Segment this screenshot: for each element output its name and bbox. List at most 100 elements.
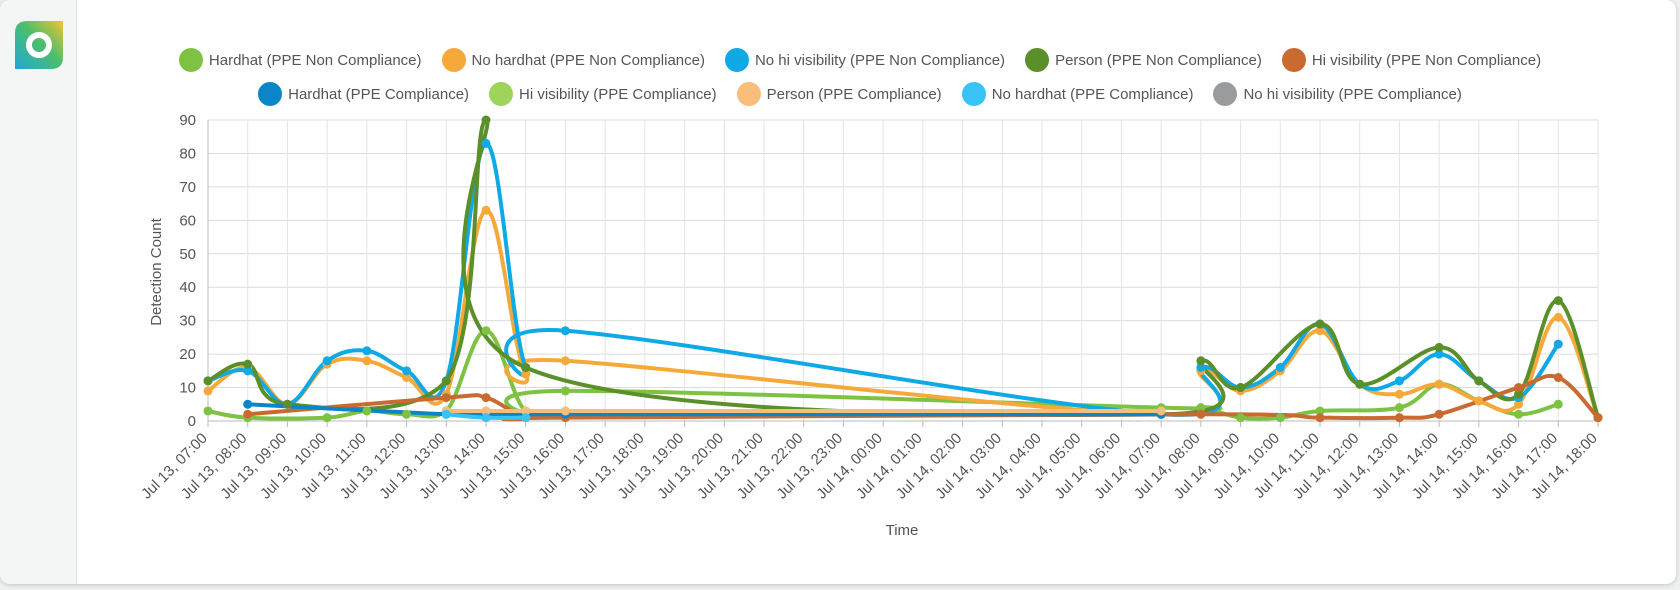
y-tick-label: 0 [188,413,196,430]
data-point-person-ppe-non-compliance[interactable] [1474,376,1484,386]
data-point-no-hi-visibility-ppe-non-compliance[interactable] [1394,376,1404,386]
legend-item-hardhat-ppe-compliance[interactable]: Hardhat (PPE Compliance) [258,82,469,106]
data-point-person-ppe-non-compliance[interactable] [243,359,253,369]
legend-item-no-hi-visibility-ppe-compliance[interactable]: No hi visibility (PPE Compliance) [1213,82,1462,106]
legend-item-no-hardhat-ppe-non-compliance[interactable]: No hardhat (PPE Non Compliance) [441,48,705,72]
legend-item-person-ppe-compliance[interactable]: Person (PPE Compliance) [736,82,942,106]
data-point-no-hi-visibility-ppe-non-compliance[interactable] [1275,362,1285,372]
data-point-hardhat-ppe-non-compliance[interactable] [1275,413,1285,423]
legend-item-hi-visibility-ppe-compliance[interactable]: Hi visibility (PPE Compliance) [489,82,717,106]
data-point-no-hi-visibility-ppe-non-compliance[interactable] [560,326,570,336]
data-point-no-hardhat-ppe-non-compliance[interactable] [1474,396,1484,406]
legend-swatch [441,48,466,72]
legend-label: No hi visibility (PPE Compliance) [1243,85,1462,103]
legend-swatch [178,48,203,72]
y-tick-label: 20 [179,346,196,363]
data-point-no-hardhat-ppe-non-compliance[interactable] [1514,399,1524,409]
legend-swatch [1213,82,1238,106]
data-point-hardhat-ppe-compliance[interactable] [243,399,253,409]
data-point-hardhat-ppe-non-compliance[interactable] [402,409,412,419]
data-point-person-ppe-non-compliance[interactable] [481,115,491,125]
data-point-hardhat-ppe-non-compliance[interactable] [203,406,213,416]
data-point-hi-visibility-ppe-non-compliance[interactable] [1593,413,1603,423]
data-point-person-ppe-compliance[interactable] [1156,406,1166,416]
series-line-person-ppe-non-compliance [206,117,1600,420]
legend-swatch [1281,48,1306,72]
data-point-person-ppe-non-compliance[interactable] [1196,356,1206,366]
data-point-hardhat-ppe-non-compliance[interactable] [1394,403,1404,413]
data-point-hi-visibility-ppe-non-compliance[interactable] [243,409,253,419]
data-point-hardhat-ppe-non-compliance[interactable] [362,406,372,416]
y-tick-label: 50 [179,246,196,263]
data-point-no-hi-visibility-ppe-non-compliance[interactable] [481,138,491,148]
legend-item-hi-visibility-ppe-non-compliance[interactable]: Hi visibility (PPE Non Compliance) [1281,48,1541,72]
data-point-no-hardhat-ppe-compliance[interactable] [521,413,531,423]
data-point-person-ppe-non-compliance[interactable] [1355,379,1365,389]
data-point-hardhat-ppe-non-compliance[interactable] [560,386,570,396]
data-point-person-ppe-non-compliance[interactable] [1315,319,1325,329]
data-point-hi-visibility-ppe-non-compliance[interactable] [1514,383,1524,393]
data-point-person-ppe-non-compliance[interactable] [521,362,531,372]
data-point-no-hardhat-ppe-non-compliance[interactable] [481,205,491,215]
data-point-no-hi-visibility-ppe-non-compliance[interactable] [243,366,253,376]
data-point-hi-visibility-ppe-non-compliance[interactable] [441,393,451,403]
data-point-person-ppe-non-compliance[interactable] [1236,383,1246,393]
data-point-person-ppe-non-compliance[interactable] [203,376,213,386]
data-point-hardhat-ppe-non-compliance[interactable] [1236,413,1246,423]
data-point-person-ppe-non-compliance[interactable] [1553,296,1563,306]
data-point-hardhat-ppe-non-compliance[interactable] [1553,399,1563,409]
legend-item-person-ppe-non-compliance[interactable]: Person (PPE Non Compliance) [1025,48,1262,72]
data-point-hi-visibility-ppe-non-compliance[interactable] [1196,409,1206,419]
data-point-hi-visibility-ppe-non-compliance[interactable] [1394,413,1404,423]
data-point-no-hardhat-ppe-non-compliance[interactable] [1394,389,1404,399]
data-point-no-hi-visibility-ppe-non-compliance[interactable] [402,366,412,376]
data-point-hardhat-ppe-non-compliance[interactable] [1196,403,1206,413]
y-tick-label: 80 [179,145,196,162]
data-point-no-hi-visibility-ppe-non-compliance[interactable] [322,356,332,366]
data-point-person-ppe-compliance[interactable] [481,406,491,416]
data-point-no-hardhat-ppe-non-compliance[interactable] [1434,379,1444,389]
series-points [203,115,1603,423]
legend-item-no-hardhat-ppe-compliance[interactable]: No hardhat (PPE Compliance) [961,82,1193,106]
data-point-no-hardhat-ppe-compliance[interactable] [481,413,491,423]
legend-label: No hardhat (PPE Non Compliance) [471,51,705,69]
data-point-hi-visibility-ppe-non-compliance[interactable] [1553,373,1563,383]
data-point-no-hardhat-ppe-non-compliance[interactable] [521,369,531,379]
legend-item-no-hi-visibility-ppe-non-compliance[interactable]: No hi visibility (PPE Non Compliance) [724,48,1005,72]
legend-label: Hardhat (PPE Non Compliance) [208,51,422,69]
data-point-hi-visibility-ppe-non-compliance[interactable] [1315,413,1325,423]
data-point-person-ppe-non-compliance[interactable] [1514,389,1524,399]
data-point-person-ppe-compliance[interactable] [560,406,570,416]
legend-swatch [489,82,514,106]
data-point-hardhat-ppe-non-compliance[interactable] [481,326,491,336]
y-tick-label: 10 [179,380,196,397]
data-point-hardhat-ppe-non-compliance[interactable] [1315,406,1325,416]
y-tick-label: 60 [179,212,196,229]
data-point-no-hi-visibility-ppe-non-compliance[interactable] [362,346,372,356]
data-point-no-hardhat-ppe-compliance[interactable] [441,409,451,419]
data-point-no-hardhat-ppe-non-compliance[interactable] [1553,312,1563,322]
data-point-no-hi-visibility-ppe-non-compliance[interactable] [1553,339,1563,349]
legend-label: Person (PPE Compliance) [766,85,942,103]
data-point-person-ppe-non-compliance[interactable] [441,376,451,386]
data-point-person-ppe-compliance[interactable] [521,406,531,416]
data-point-hi-visibility-ppe-non-compliance[interactable] [481,393,491,403]
app-logo[interactable] [13,19,65,71]
data-point-no-hardhat-ppe-non-compliance[interactable] [203,386,213,396]
data-point-person-ppe-non-compliance[interactable] [1434,342,1444,352]
data-point-no-hi-visibility-ppe-non-compliance[interactable] [1196,362,1206,372]
data-point-no-hardhat-ppe-non-compliance[interactable] [560,356,570,366]
legend-item-hardhat-ppe-non-compliance[interactable]: Hardhat (PPE Non Compliance) [178,48,422,72]
legend-swatch [736,82,761,106]
data-point-hardhat-ppe-non-compliance[interactable] [1514,409,1524,419]
legend-label: Hardhat (PPE Compliance) [288,85,470,103]
data-point-no-hi-visibility-ppe-non-compliance[interactable] [1434,349,1444,359]
data-point-no-hardhat-ppe-non-compliance[interactable] [362,356,372,366]
data-point-hi-visibility-ppe-non-compliance[interactable] [1434,409,1444,419]
data-point-no-hardhat-ppe-non-compliance[interactable] [402,373,412,383]
data-point-no-hardhat-ppe-non-compliance[interactable] [1315,326,1325,336]
data-point-person-ppe-non-compliance[interactable] [282,399,292,409]
data-point-hardhat-ppe-non-compliance[interactable] [322,413,332,423]
